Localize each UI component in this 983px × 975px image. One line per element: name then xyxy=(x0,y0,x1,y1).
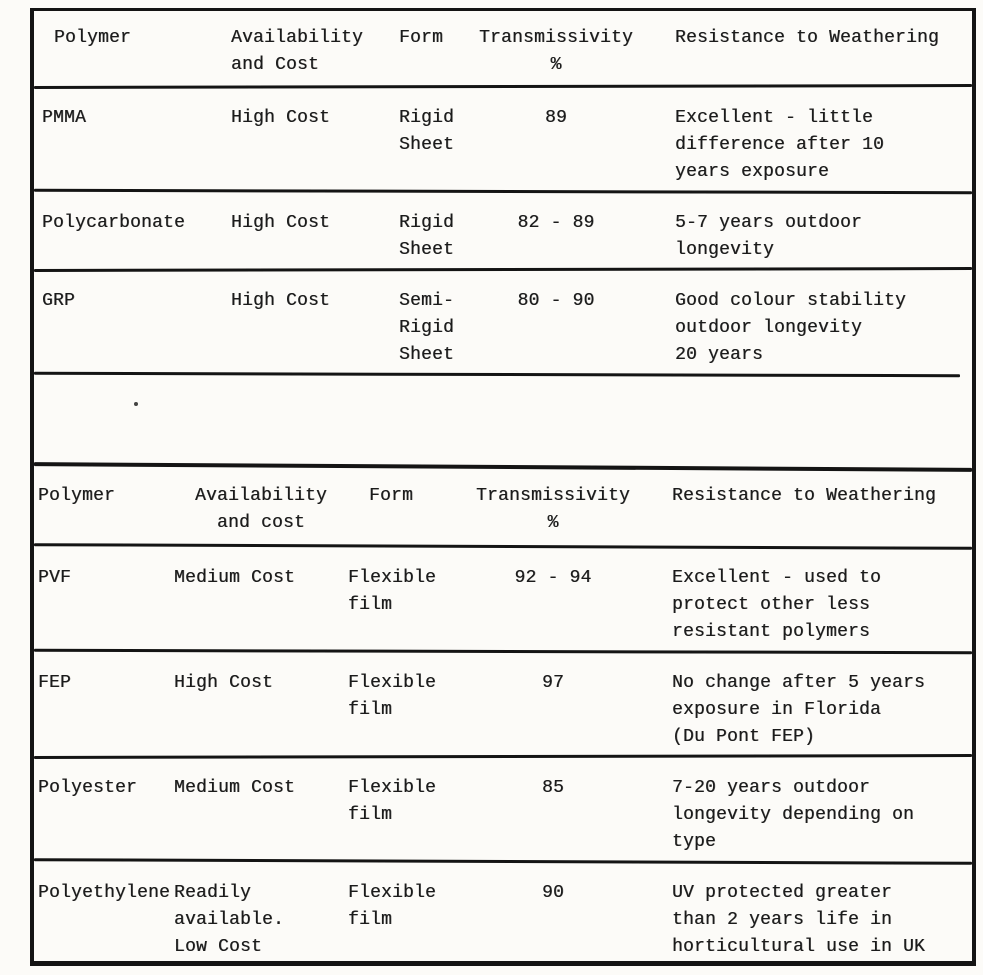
column-header-form: Form xyxy=(399,28,444,48)
cell-polymer: PMMA xyxy=(42,108,87,128)
cell-form: Rigid Sheet xyxy=(399,108,455,155)
column-header-resistance: Resistance to Weathering xyxy=(675,28,940,48)
cell-polymer: FEP xyxy=(38,673,72,693)
cell-polymer: Polyester xyxy=(38,778,138,798)
table-rigid-polymers: Polymer Availability and Cost Form Trans… xyxy=(34,11,972,378)
cell-availability: High Cost xyxy=(231,213,331,233)
blank-gap xyxy=(34,376,972,465)
cell-availability: Medium Cost xyxy=(174,568,296,588)
table-row-polyethylene: Polyethylene Readily available. Low Cost… xyxy=(34,863,972,961)
column-header-resistance: Resistance to Weathering xyxy=(672,486,937,506)
transmissivity-header-text: Transmissivity % xyxy=(475,486,631,533)
cell-availability: High Cost xyxy=(231,108,331,128)
column-header-availability: Availability and cost xyxy=(174,469,348,545)
scan-speck xyxy=(134,402,138,406)
column-header-form: Form xyxy=(369,486,414,506)
cell-polymer: Polyethylene xyxy=(38,883,171,903)
cell-transmissivity: 80 - 90 xyxy=(517,291,595,311)
cell-form: Flexible film xyxy=(348,778,437,825)
availability-header-text: Availability and cost xyxy=(194,486,328,533)
cell-form: Rigid Sheet xyxy=(399,213,455,260)
table-row-pvf: PVF Medium Cost Flexible film 92 - 94 Ex… xyxy=(34,548,972,650)
cell-transmissivity: 90 xyxy=(541,883,564,903)
cell-resistance: Good colour stability outdoor longevity … xyxy=(675,291,907,365)
cell-transmissivity: 82 - 89 xyxy=(517,213,595,233)
cell-transmissivity: 92 - 94 xyxy=(514,568,592,588)
cell-availability: Medium Cost xyxy=(174,778,296,798)
cell-transmissivity: 85 xyxy=(541,778,564,798)
cell-resistance: 7-20 years outdoor longevity depending o… xyxy=(672,778,915,852)
table-outer-border: Polymer Availability and Cost Form Trans… xyxy=(30,8,976,966)
cell-resistance: No change after 5 years exposure in Flor… xyxy=(672,673,926,747)
cell-resistance: 5-7 years outdoor longevity xyxy=(675,213,863,260)
cell-resistance: UV protected greater than 2 years life i… xyxy=(672,883,926,957)
cell-resistance: Excellent - used to protect other less r… xyxy=(672,568,882,642)
table-row-polyester: Polyester Medium Cost Flexible film 85 7… xyxy=(34,758,972,860)
column-header-transmissivity: Transmissivity % xyxy=(467,469,639,545)
table-row-pmma: PMMA High Cost Rigid Sheet 89 Excellent … xyxy=(34,88,972,190)
transmissivity-header-text: Transmissivity % xyxy=(478,28,634,75)
cell-availability: Readily available. Low Cost xyxy=(174,883,285,957)
table-header-row: Polymer Availability and cost Form Trans… xyxy=(34,469,972,545)
table-row-polycarbonate: Polycarbonate High Cost Rigid Sheet 82 -… xyxy=(34,193,972,268)
cell-availability: High Cost xyxy=(174,673,274,693)
cell-polymer: PVF xyxy=(38,568,72,588)
cell-availability: High Cost xyxy=(231,291,331,311)
column-header-transmissivity: Transmissivity % xyxy=(471,11,641,85)
table-flexible-film-polymers: Polymer Availability and cost Form Trans… xyxy=(34,462,972,961)
cell-form: Flexible film xyxy=(348,568,437,615)
cell-form: Flexible film xyxy=(348,673,437,720)
cell-form: Semi- Rigid Sheet xyxy=(399,291,455,365)
cell-polymer: Polycarbonate xyxy=(42,213,186,233)
cell-polymer: GRP xyxy=(42,291,76,311)
cell-form: Flexible film xyxy=(348,883,437,930)
cell-transmissivity: 89 xyxy=(544,108,567,128)
column-header-availability: Availability and Cost xyxy=(231,28,364,75)
table-header-row: Polymer Availability and Cost Form Trans… xyxy=(34,11,972,85)
table-row-fep: FEP High Cost Flexible film 97 No change… xyxy=(34,653,972,755)
table-row-grp: GRP High Cost Semi- Rigid Sheet 80 - 90 … xyxy=(34,271,972,373)
column-header-polymer: Polymer xyxy=(38,486,116,506)
cell-resistance: Excellent - little difference after 10 y… xyxy=(675,108,885,182)
cell-transmissivity: 97 xyxy=(541,673,564,693)
column-header-polymer: Polymer xyxy=(54,28,132,48)
